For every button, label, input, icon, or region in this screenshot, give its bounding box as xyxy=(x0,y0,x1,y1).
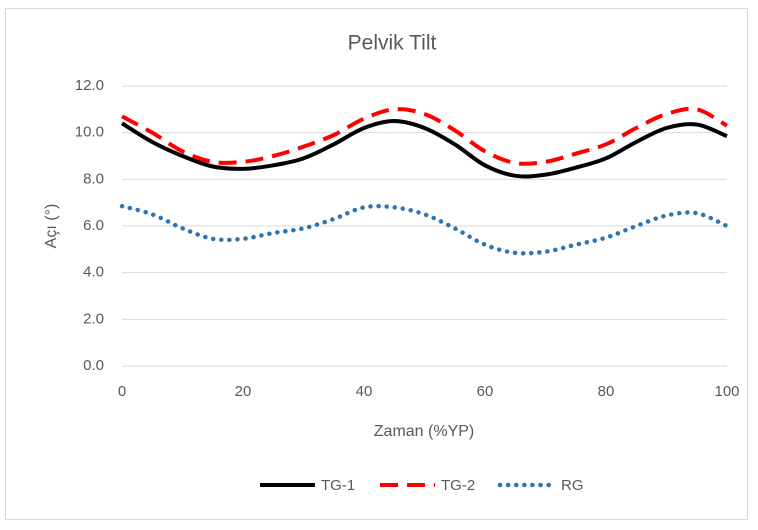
x-axis-label: Zaman (%YP) xyxy=(374,423,474,440)
legend-label: TG-1 xyxy=(321,477,355,494)
y-axis-label: Açı (°) xyxy=(43,204,60,249)
y-tick-label: 10.0 xyxy=(75,124,104,141)
series-line xyxy=(121,106,729,166)
y-tick-label: 2.0 xyxy=(83,310,104,327)
y-tick-label: 12.0 xyxy=(75,77,104,94)
series-line xyxy=(119,203,730,256)
y-tick-label: 8.0 xyxy=(83,170,104,187)
x-tick-label: 100 xyxy=(714,383,739,400)
x-tick-label: 0 xyxy=(118,383,126,400)
chart-border xyxy=(5,8,748,520)
x-tick-label: 40 xyxy=(356,383,373,400)
x-tick-label: 20 xyxy=(235,383,252,400)
x-tick-label: 80 xyxy=(598,383,615,400)
y-tick-label: 0.0 xyxy=(83,357,104,374)
y-tick-label: 4.0 xyxy=(83,264,104,281)
y-tick-label: 6.0 xyxy=(83,217,104,234)
x-tick-label: 60 xyxy=(477,383,494,400)
legend-label: RG xyxy=(561,477,584,494)
legend-label: TG-2 xyxy=(441,477,475,494)
series-line xyxy=(120,118,728,179)
chart-title: Pelvik Tilt xyxy=(348,32,437,55)
